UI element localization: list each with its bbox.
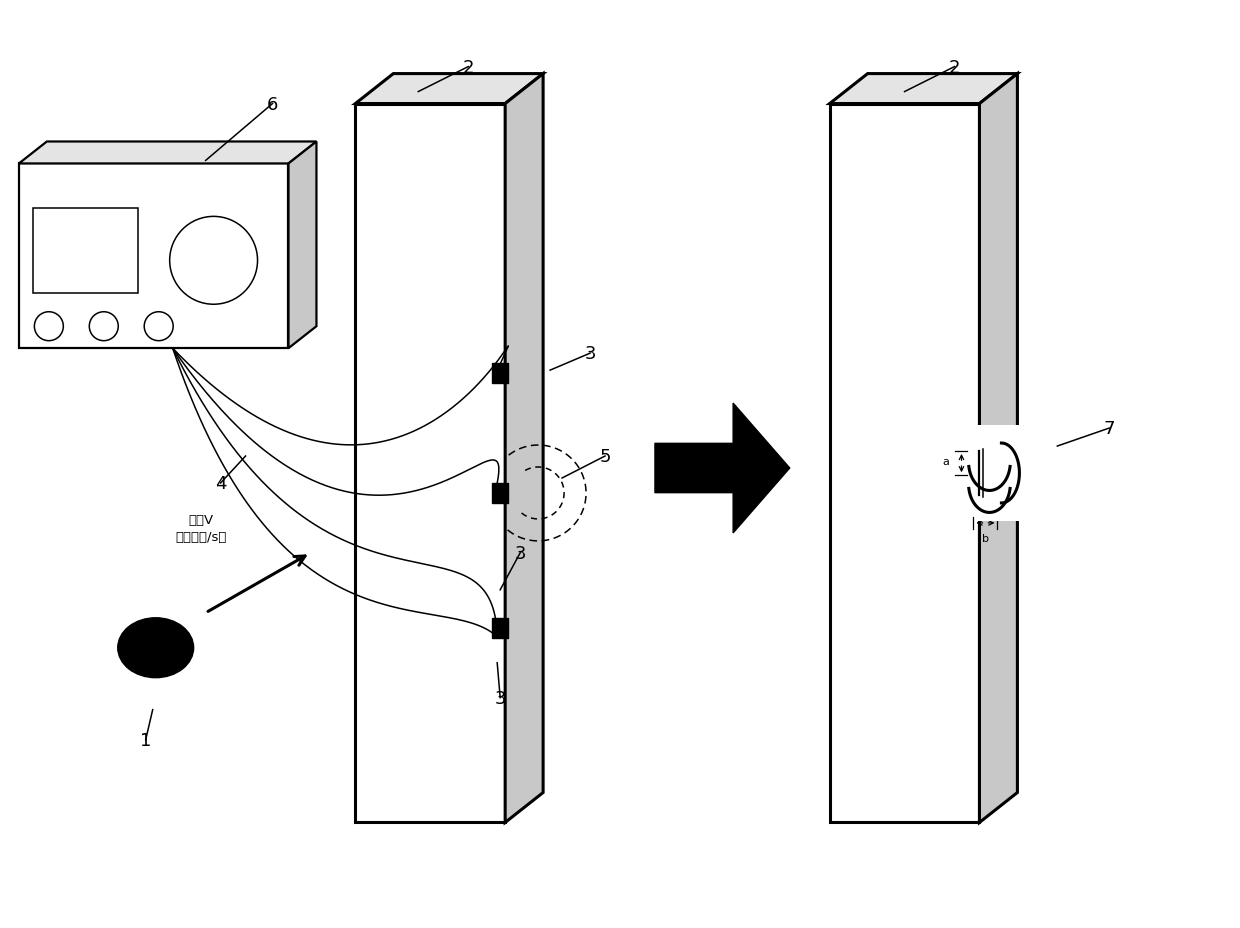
Text: 6: 6: [267, 96, 278, 113]
Circle shape: [144, 313, 174, 342]
Polygon shape: [356, 105, 505, 822]
Bar: [492, 618, 508, 638]
Text: 4: 4: [215, 474, 227, 493]
Polygon shape: [289, 142, 316, 349]
Bar: [977, 425, 1033, 522]
Ellipse shape: [118, 618, 193, 678]
Text: 2: 2: [949, 58, 960, 76]
Polygon shape: [830, 74, 1017, 105]
Text: a: a: [942, 457, 950, 467]
Polygon shape: [19, 142, 316, 164]
Polygon shape: [19, 164, 289, 349]
Text: 2: 2: [463, 58, 474, 76]
Text: 3: 3: [495, 689, 506, 707]
Text: 速度V
（几百米/s）: 速度V （几百米/s）: [175, 513, 227, 543]
Polygon shape: [505, 74, 543, 822]
Text: 3: 3: [584, 345, 595, 363]
Circle shape: [89, 313, 118, 342]
Text: 3: 3: [515, 545, 526, 562]
Bar: [492, 364, 508, 383]
Circle shape: [170, 217, 258, 305]
Text: 7: 7: [1104, 419, 1115, 438]
Polygon shape: [830, 105, 980, 822]
Polygon shape: [655, 404, 790, 534]
Text: 5: 5: [599, 447, 611, 466]
Polygon shape: [33, 209, 138, 294]
Polygon shape: [980, 74, 1017, 822]
Circle shape: [35, 313, 63, 342]
Text: b: b: [982, 534, 990, 543]
Text: 1: 1: [140, 730, 151, 749]
Bar: [492, 483, 508, 503]
Polygon shape: [356, 74, 543, 105]
